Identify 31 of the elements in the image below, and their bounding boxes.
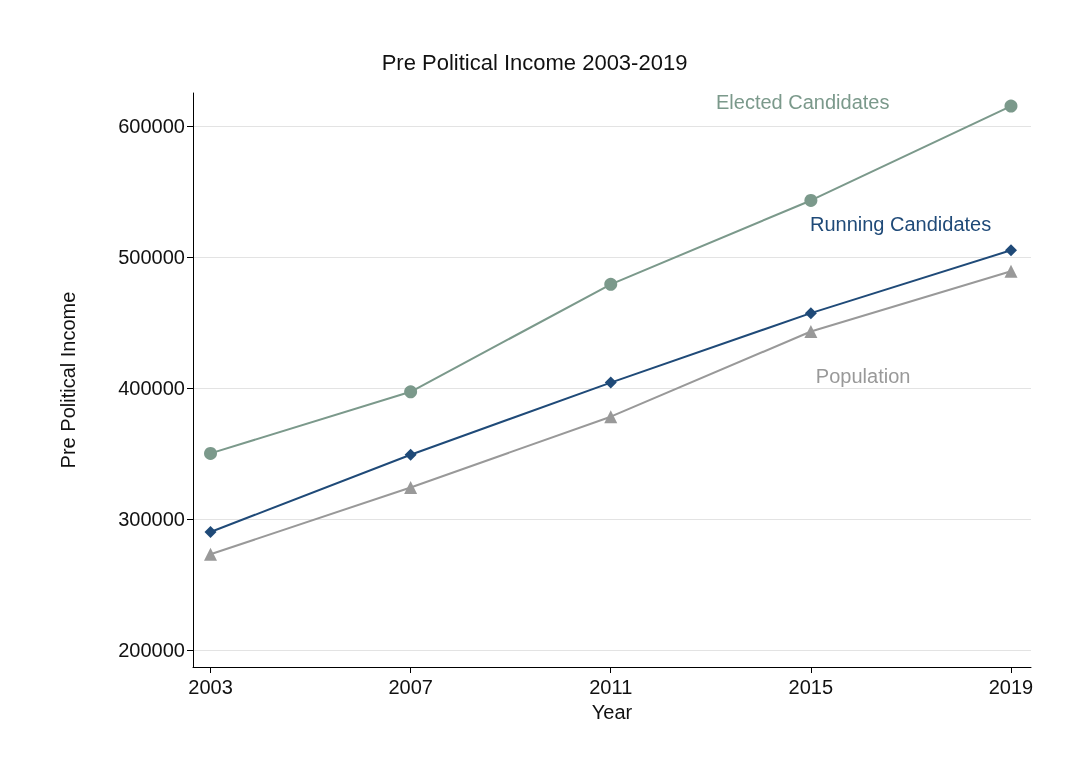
- point: [204, 547, 218, 561]
- point: [804, 325, 818, 339]
- point: [1004, 264, 1018, 278]
- y-tick-label: 400000: [118, 376, 185, 399]
- point: [804, 307, 817, 320]
- x-tick-label: 2007: [388, 676, 433, 698]
- point: [204, 526, 217, 539]
- point: [604, 410, 618, 424]
- point: [1004, 99, 1018, 113]
- point: [604, 277, 618, 291]
- text: Elected Candidates: [715, 91, 890, 114]
- series-label: Population: [815, 364, 911, 387]
- point: [1004, 244, 1017, 257]
- x-tick-label: 2019: [988, 676, 1034, 698]
- point: [604, 376, 617, 389]
- point: [404, 385, 418, 399]
- y-axis-title: Pre Political Income: [57, 291, 79, 469]
- y-tick-label: 200000: [118, 638, 185, 661]
- y-tick-label: 500000: [118, 245, 185, 268]
- x-tick-label: 2015: [788, 676, 834, 698]
- x-tick-label: 2003: [188, 676, 233, 698]
- y-tick-label: 600000: [118, 114, 185, 137]
- series-label: Running Candidates: [809, 213, 992, 236]
- point: [204, 446, 218, 460]
- y-tick-label: 300000: [118, 507, 185, 530]
- point: [404, 480, 418, 494]
- chart-title: Pre Political Income 2003-2019: [381, 49, 688, 75]
- point: [404, 448, 417, 461]
- x-axis-title: Year: [591, 700, 633, 723]
- point: [804, 193, 818, 207]
- x-tick-label: 2011: [589, 676, 633, 698]
